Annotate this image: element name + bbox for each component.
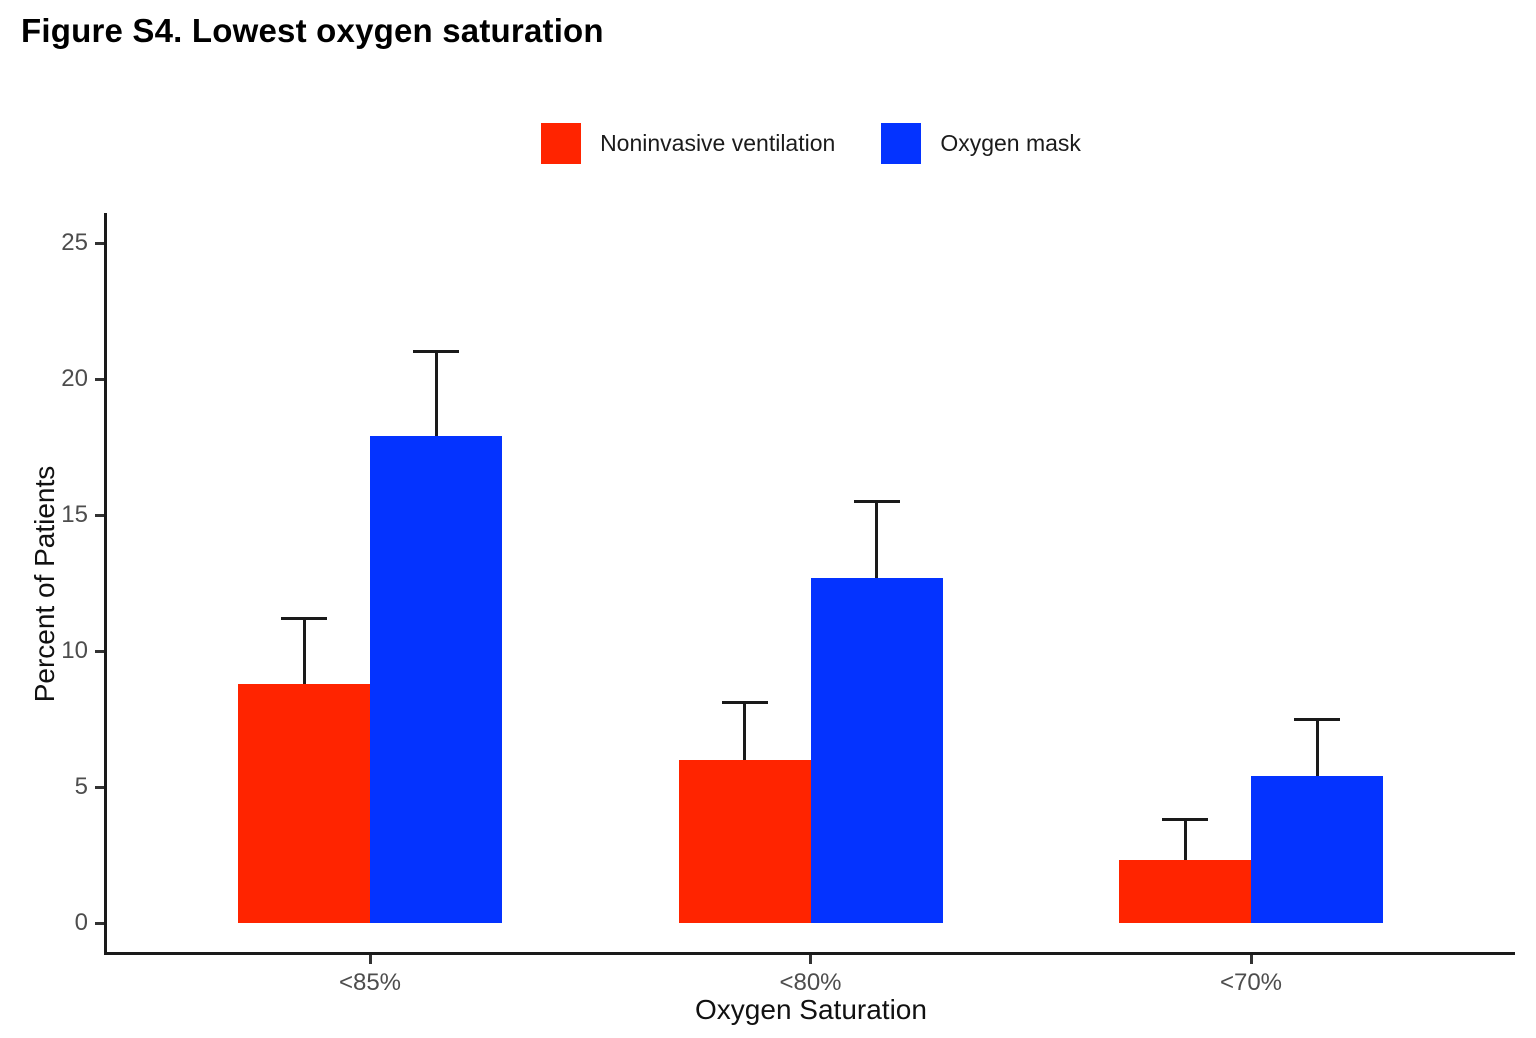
x-tick-mark [809,955,812,964]
x-tick-mark [368,955,372,964]
figure-title: Figure S4. Lowest oxygen saturation [21,12,604,49]
legend-swatch-red [541,122,582,164]
y-axis-line [104,213,107,955]
y-tick-mark [95,513,104,517]
bar-red-<85% [238,683,370,923]
x-tick-label: <70% [1219,969,1283,996]
x-tick-label: <85% [338,969,402,996]
legend-item-oxygen-mask: Oxygen mask [881,122,1081,164]
error-bar-cap [413,350,459,354]
legend-label-noninvasive-ventilation: Noninvasive ventilation [600,129,836,156]
bar-blue-<85% [370,436,502,923]
error-bar-cap [1294,717,1340,721]
y-tick-mark [95,241,104,245]
legend-item-noninvasive-ventilation: Noninvasive ventilation [541,122,836,164]
error-bar-cap [281,616,327,620]
error-bar-cap [853,499,900,503]
y-tick-label: 10 [61,637,88,664]
x-tick-label: <80% [779,969,842,996]
error-bar-cap [1162,818,1208,822]
bar-red-<70% [1119,860,1251,923]
y-tick-label: 0 [74,909,88,936]
error-bar-stem [743,702,746,760]
error-bar-stem [302,618,306,684]
error-bar-cap [721,701,768,705]
error-bar-stem [1183,819,1187,861]
error-bar-stem [875,501,878,578]
x-tick-mark [1249,955,1253,964]
legend-label-oxygen-mask: Oxygen mask [940,129,1081,156]
y-tick-mark [95,649,104,653]
bar-red-<80% [678,759,811,923]
y-tick-mark [95,785,104,789]
x-axis-line [104,952,1515,955]
legend-swatch-blue [881,122,922,164]
legend: Noninvasive ventilation Oxygen mask [107,121,1515,165]
y-tick-label: 25 [61,229,88,256]
y-tick-label: 20 [61,365,88,392]
y-tick-mark [95,377,104,381]
y-tick-mark [95,921,104,925]
error-bar-stem [434,351,438,437]
error-bar-stem [1315,719,1319,777]
x-axis-title: Oxygen Saturation [695,994,927,1025]
y-tick-label: 15 [61,501,88,528]
y-axis-title: Percent of Patients [29,465,60,703]
y-tick-label: 5 [74,773,88,800]
bar-blue-<70% [1251,776,1383,923]
bar-blue-<80% [810,577,943,923]
